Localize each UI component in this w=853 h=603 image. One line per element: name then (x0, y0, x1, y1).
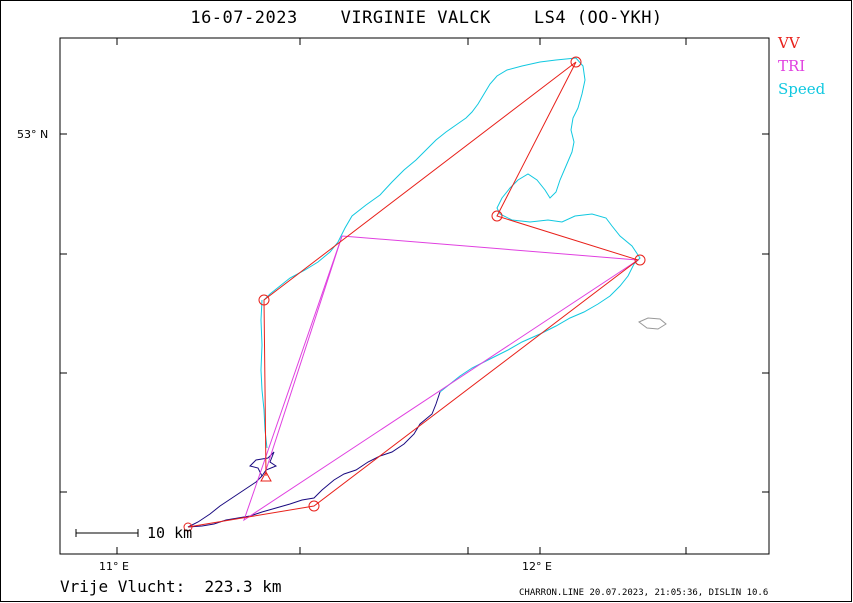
tri-route (243, 235, 640, 522)
plot-border (59, 37, 770, 555)
scale-bar (75, 529, 139, 537)
turnpoint-marker (308, 500, 320, 512)
landmark-outline (638, 317, 667, 330)
start-triangle (260, 470, 272, 482)
distance-text: Vrije Vlucht: 223.3 km (60, 577, 282, 596)
turnpoint-marker (258, 294, 270, 306)
turnpoints (183, 56, 646, 532)
speed-track (263, 57, 641, 393)
lon-label-11: 11° E (99, 560, 129, 573)
scale-bar-label: 10 km (147, 524, 193, 542)
turnpoint-marker (634, 254, 646, 266)
low-track (187, 391, 441, 528)
axis-ticks (60, 38, 769, 554)
vv-route (187, 61, 640, 528)
turnpoint-marker (183, 522, 193, 532)
lon-label-12: 12° E (522, 560, 552, 573)
footer-info: CHARRON.LINE 20.07.2023, 21:05:36, DISLI… (519, 588, 769, 598)
lat-label-53: 53° N (17, 128, 49, 141)
turnpoint-marker (491, 210, 503, 222)
speed-track-south (260, 299, 268, 449)
legend-vv: VV (778, 34, 800, 52)
legend-speed: Speed (778, 80, 826, 98)
tri-leg (265, 235, 343, 471)
flight-title: 16-07-2023 VIRGINIE VALCK LS4 (OO-YKH) (190, 8, 663, 28)
turnpoint-marker (570, 56, 582, 68)
legend-tri: TRI (778, 57, 806, 75)
